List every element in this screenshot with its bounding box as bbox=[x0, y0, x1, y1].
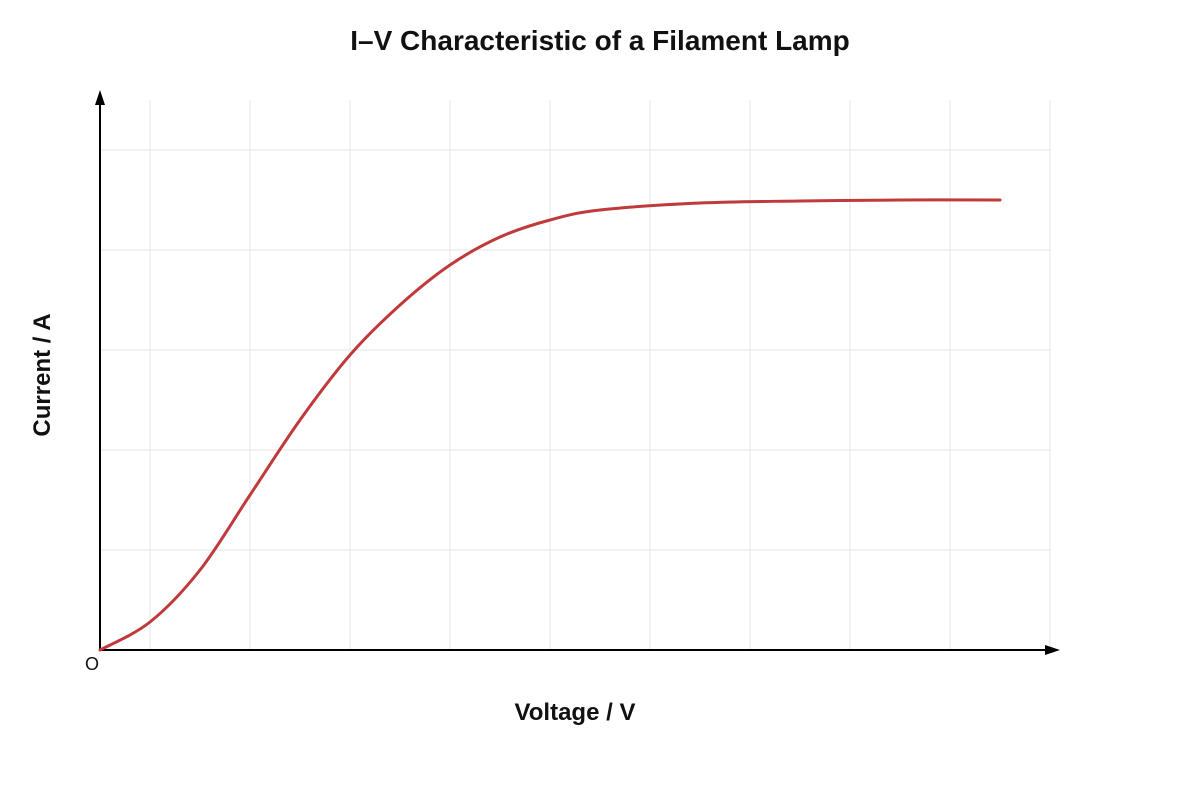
origin-label: O bbox=[85, 654, 99, 674]
x-axis-arrow bbox=[1045, 645, 1060, 655]
y-axis-arrow bbox=[95, 90, 105, 105]
iv-curve bbox=[98, 198, 1002, 652]
axes bbox=[95, 90, 1060, 655]
chart-title: I–V Characteristic of a Filament Lamp bbox=[350, 25, 850, 56]
y-axis-label: Current / A bbox=[29, 313, 56, 436]
grid bbox=[100, 100, 1051, 650]
x-axis-label: Voltage / V bbox=[515, 699, 636, 726]
